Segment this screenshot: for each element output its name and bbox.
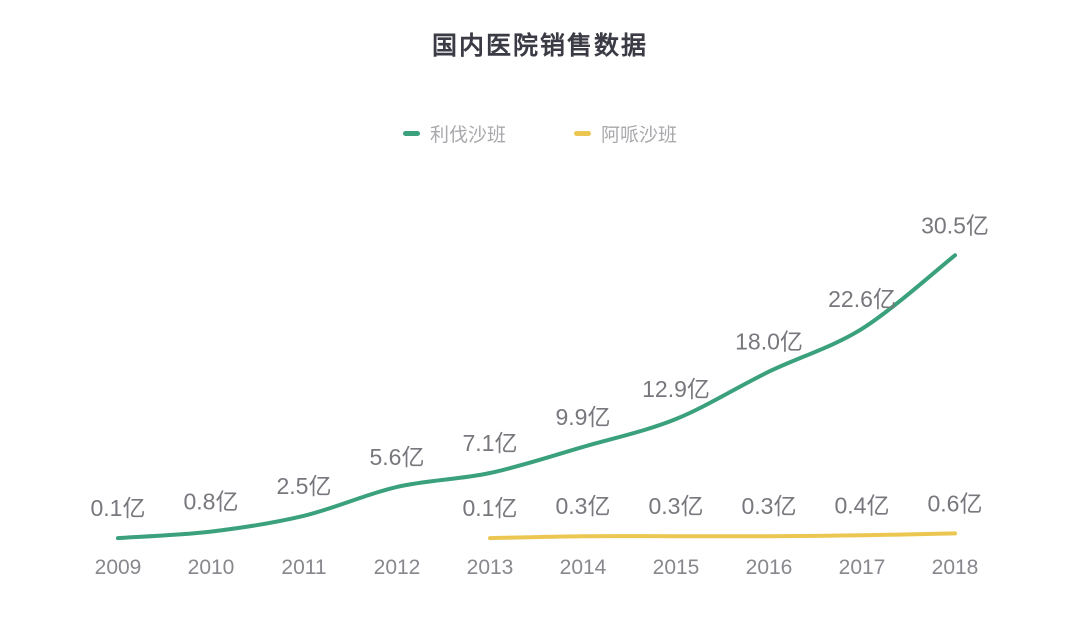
data-label: 0.4亿: [835, 492, 890, 518]
data-label: 7.1亿: [463, 430, 518, 456]
x-axis-label: 2017: [839, 556, 886, 579]
data-label: 0.3亿: [742, 493, 797, 519]
legend-item-apixaban[interactable]: 阿哌沙班: [574, 120, 677, 147]
data-label: 9.9亿: [556, 404, 611, 430]
data-label: 0.1亿: [91, 495, 146, 521]
chart-title: 国内医院销售数据: [431, 32, 648, 60]
legend-swatch-yellow-icon: [574, 131, 591, 136]
legend-label-rivaroxaban: 利伐沙班: [429, 125, 506, 146]
data-label: 0.8亿: [184, 489, 239, 515]
chart-legend: 利伐沙班 阿哌沙班: [0, 120, 1080, 147]
x-axis-label: 2014: [560, 556, 607, 579]
x-axis-label: 2013: [467, 556, 514, 579]
x-axis-label: 2015: [653, 556, 700, 579]
series-line-1: [488, 531, 957, 541]
legend-item-rivaroxaban[interactable]: 利伐沙班: [402, 120, 506, 147]
x-axis-label: 2011: [281, 556, 326, 579]
data-label: 5.6亿: [370, 444, 425, 470]
legend-swatch-green-icon: [402, 131, 420, 136]
x-axis-label: 2018: [932, 556, 979, 579]
x-axis-label: 2012: [374, 556, 421, 579]
data-label: 18.0亿: [735, 329, 803, 355]
data-label: 22.6亿: [828, 286, 896, 312]
x-axis-label: 2016: [746, 556, 793, 579]
legend-label-apixaban: 阿哌沙班: [601, 125, 678, 146]
x-axis-label: 2010: [188, 556, 235, 579]
data-label: 0.1亿: [463, 495, 518, 521]
data-label: 30.5亿: [921, 212, 989, 238]
x-axis-label: 2009: [95, 556, 142, 579]
data-label: 0.3亿: [556, 493, 611, 519]
data-label: 12.9亿: [642, 376, 710, 402]
data-label: 0.6亿: [928, 490, 983, 516]
data-label: 0.3亿: [649, 493, 704, 519]
data-label: 2.5亿: [277, 473, 332, 499]
series-line-0: [116, 253, 957, 541]
